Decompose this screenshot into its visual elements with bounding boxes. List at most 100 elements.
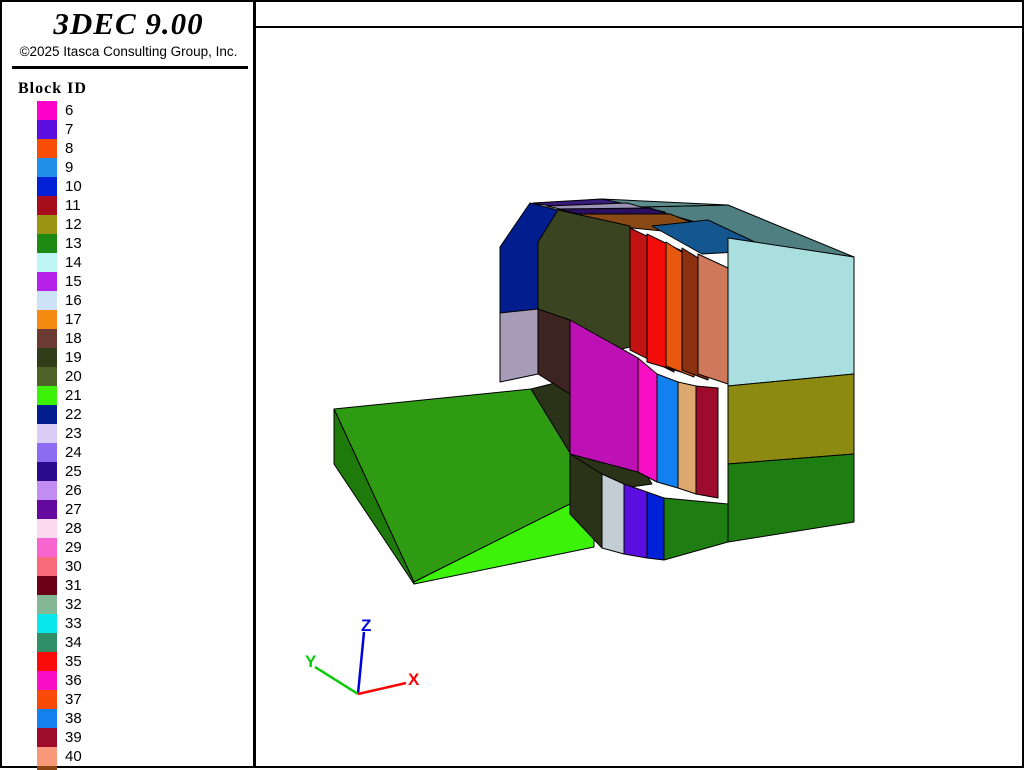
legend-color-swatch <box>37 177 57 196</box>
y-axis-label: Y <box>305 652 317 671</box>
legend-color-swatch <box>37 139 57 158</box>
z-axis-label: Z <box>361 616 371 635</box>
legend-value-label: 30 <box>65 558 82 575</box>
legend-color-swatch <box>37 614 57 633</box>
legend-value-label: 18 <box>65 330 82 347</box>
legend-color-swatch <box>37 291 57 310</box>
legend-value-label: 31 <box>65 577 82 594</box>
legend-color-swatch <box>37 595 57 614</box>
legend-value-label: 19 <box>65 349 82 366</box>
legend-clipped-swatch <box>37 766 57 770</box>
block-face-cyan-pale-face <box>727 237 855 387</box>
header-divider <box>12 66 248 69</box>
legend-color-swatch <box>37 348 57 367</box>
model-view-panel[interactable]: Z Y X <box>256 28 1024 766</box>
legend-color-swatch <box>37 443 57 462</box>
block-face-green-slab-front <box>413 491 595 585</box>
block-face-magenta-bright-face <box>637 357 658 483</box>
legend-color-swatch <box>37 481 57 500</box>
z-axis-line <box>356 631 366 695</box>
legend-color-swatch <box>37 576 57 595</box>
legend-color-swatch <box>37 424 57 443</box>
x-axis-label: X <box>408 670 420 689</box>
legend-value-label: 17 <box>65 311 82 328</box>
block-face-salmon-face <box>697 253 729 385</box>
legend-color-swatch <box>37 462 57 481</box>
legend-value-label: 7 <box>65 121 74 138</box>
legend-value-label: 25 <box>65 463 82 480</box>
legend-value-label: 16 <box>65 292 82 309</box>
legend-value-label: 21 <box>65 387 82 404</box>
block-face-olive-face <box>727 373 855 465</box>
legend-color-swatch <box>37 367 57 386</box>
block-face-darkbrown-face <box>537 308 571 395</box>
legend-value-label: 29 <box>65 539 82 556</box>
legend-value-label: 36 <box>65 672 82 689</box>
panel-divider <box>253 2 256 766</box>
legend-color-swatch <box>37 747 57 766</box>
block-model-scene: Z Y X <box>305 198 855 696</box>
legend-color-swatch <box>37 709 57 728</box>
legend-value-label: 35 <box>65 653 82 670</box>
legend-color-swatch <box>37 557 57 576</box>
block-face-lavender-face <box>499 308 539 383</box>
legend-value-label: 6 <box>65 102 74 119</box>
legend-value-label: 26 <box>65 482 82 499</box>
block-face-lightgray-face <box>601 473 625 555</box>
x-axis-line <box>357 681 407 696</box>
legend-value-label: 34 <box>65 634 82 651</box>
legend-value-label: 22 <box>65 406 82 423</box>
legend-color-swatch <box>37 101 57 120</box>
block-face-green-right-face <box>727 453 855 543</box>
legend-value-label: 11 <box>65 197 81 214</box>
legend-value-label: 38 <box>65 710 82 727</box>
legend-value-label: 27 <box>65 501 82 518</box>
legend-value-label: 15 <box>65 273 82 290</box>
legend-value-label: 14 <box>65 254 82 271</box>
legend-color-swatch <box>37 690 57 709</box>
legend-color-swatch <box>37 234 57 253</box>
legend-value-label: 10 <box>65 178 82 195</box>
legend-color-swatch <box>37 519 57 538</box>
model-faces-group <box>333 198 855 585</box>
legend-value-label: 37 <box>65 691 82 708</box>
legend-color-swatch <box>37 158 57 177</box>
legend-color-swatch <box>37 633 57 652</box>
legend-value-label: 40 <box>65 748 82 765</box>
block-face-purple-face <box>623 483 648 559</box>
legend-color-swatch <box>37 728 57 747</box>
legend-value-label: 9 <box>65 159 74 176</box>
legend-value-label: 8 <box>65 140 74 157</box>
legend-value-label: 28 <box>65 520 82 537</box>
legend-color-swatch <box>37 253 57 272</box>
y-axis-line <box>314 665 359 696</box>
legend-title: Block ID <box>18 80 87 97</box>
legend-color-swatch <box>37 329 57 348</box>
legend-panel: 3DEC 9.00 ©2025 Itasca Consulting Group,… <box>4 4 253 770</box>
legend-color-swatch <box>37 652 57 671</box>
legend-value-label: 24 <box>65 444 82 461</box>
block-face-green-low-face <box>663 497 729 561</box>
legend-color-swatch <box>37 215 57 234</box>
block-face-blue-deep-face <box>646 491 665 561</box>
legend-value-label: 32 <box>65 596 82 613</box>
block-face-tan-face <box>677 381 697 495</box>
block-face-crimson-face <box>695 385 719 499</box>
legend-value-label: 33 <box>65 615 82 632</box>
axis-triad: Z Y X <box>305 616 420 696</box>
legend-color-swatch <box>37 272 57 291</box>
legend-color-swatch <box>37 310 57 329</box>
legend-value-label: 13 <box>65 235 82 252</box>
view-top-rule <box>256 26 1024 28</box>
legend-color-swatch <box>37 500 57 519</box>
legend-color-swatch <box>37 120 57 139</box>
legend-value-label: 20 <box>65 368 82 385</box>
legend-value-label: 39 <box>65 729 82 746</box>
legend-color-swatch <box>37 196 57 215</box>
app-title: 3DEC 9.00 <box>53 6 204 41</box>
legend-value-label: 23 <box>65 425 82 442</box>
legend-color-swatch <box>37 671 57 690</box>
copyright-notice: ©2025 Itasca Consulting Group, Inc. <box>19 44 238 59</box>
block-face-blue-face <box>656 373 679 489</box>
